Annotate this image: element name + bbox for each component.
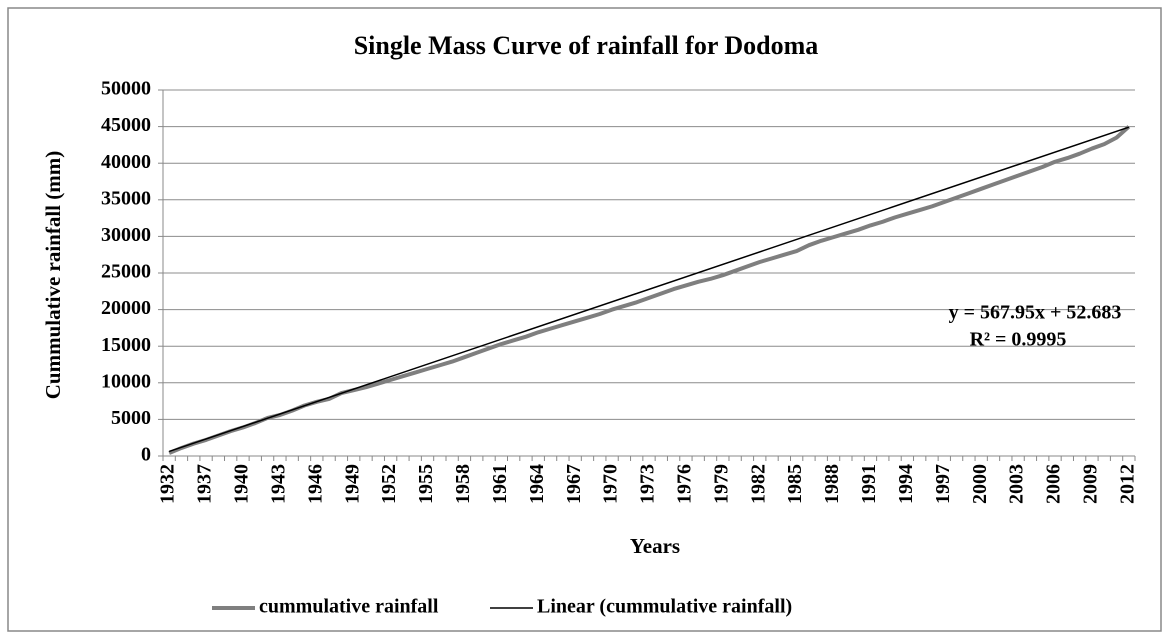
x-tick-label: 1994: [895, 464, 917, 504]
y-tick-label: 35000: [101, 187, 151, 209]
x-tick-label: 2000: [969, 464, 991, 504]
x-tick-label: 2003: [1006, 464, 1028, 504]
data-line: [168, 125, 1131, 455]
x-tick-label: 1964: [526, 464, 548, 504]
y-tick-label: 10000: [101, 370, 151, 392]
y-tick-label: 40000: [101, 151, 151, 173]
legend-label: cummulative rainfall: [259, 596, 439, 618]
x-tick-label: 1985: [784, 464, 806, 504]
y-tick-label: 30000: [101, 224, 151, 246]
x-axis-title: Years: [630, 534, 680, 558]
x-tick-label: 1967: [563, 464, 585, 504]
x-tick-label: 1958: [452, 464, 474, 504]
x-tick-label: 1991: [858, 464, 880, 504]
x-tick-label: 1988: [821, 464, 843, 504]
y-tick-label: 20000: [101, 297, 151, 319]
x-tick-label: 1940: [231, 464, 253, 504]
x-tick-label: 1997: [932, 464, 954, 504]
chart-title: Single Mass Curve of rainfall for Dodoma: [354, 31, 819, 60]
x-tick-label: 2006: [1043, 464, 1065, 504]
x-tick-label: 2009: [1080, 464, 1102, 504]
y-tick-label: 0: [141, 444, 151, 466]
x-tick-label: 1949: [341, 464, 363, 504]
x-tick-label: 1943: [267, 464, 289, 504]
x-tick-label: 1932: [157, 464, 179, 504]
x-tick-label: 1937: [194, 464, 216, 504]
x-tick-label: 1952: [378, 464, 400, 504]
x-tick-label: 1976: [674, 464, 696, 504]
y-tick-label: 45000: [101, 114, 151, 136]
legend-label: Linear (cummulative rainfall): [537, 596, 792, 618]
y-tick-label: 15000: [101, 334, 151, 356]
y-tick-label: 5000: [111, 407, 151, 429]
x-tick-label: 1973: [637, 464, 659, 504]
x-tick-label: 1982: [747, 464, 769, 504]
y-axis-title: Cummulative rainfall (mm): [41, 151, 65, 399]
x-tick-label: 2012: [1116, 464, 1138, 504]
trend-equation: y = 567.95x + 52.683: [949, 302, 1122, 324]
x-tick-label: 1979: [710, 464, 732, 504]
x-tick-label: 1946: [304, 464, 326, 504]
x-tick-label: 1961: [489, 464, 511, 504]
y-tick-label: 50000: [101, 78, 151, 100]
x-tick-label: 1955: [415, 464, 437, 504]
x-tick-label: 1970: [600, 464, 622, 504]
y-tick-label: 25000: [101, 261, 151, 283]
trend-line: [168, 126, 1130, 453]
r-squared: R² = 0.9995: [970, 329, 1067, 351]
